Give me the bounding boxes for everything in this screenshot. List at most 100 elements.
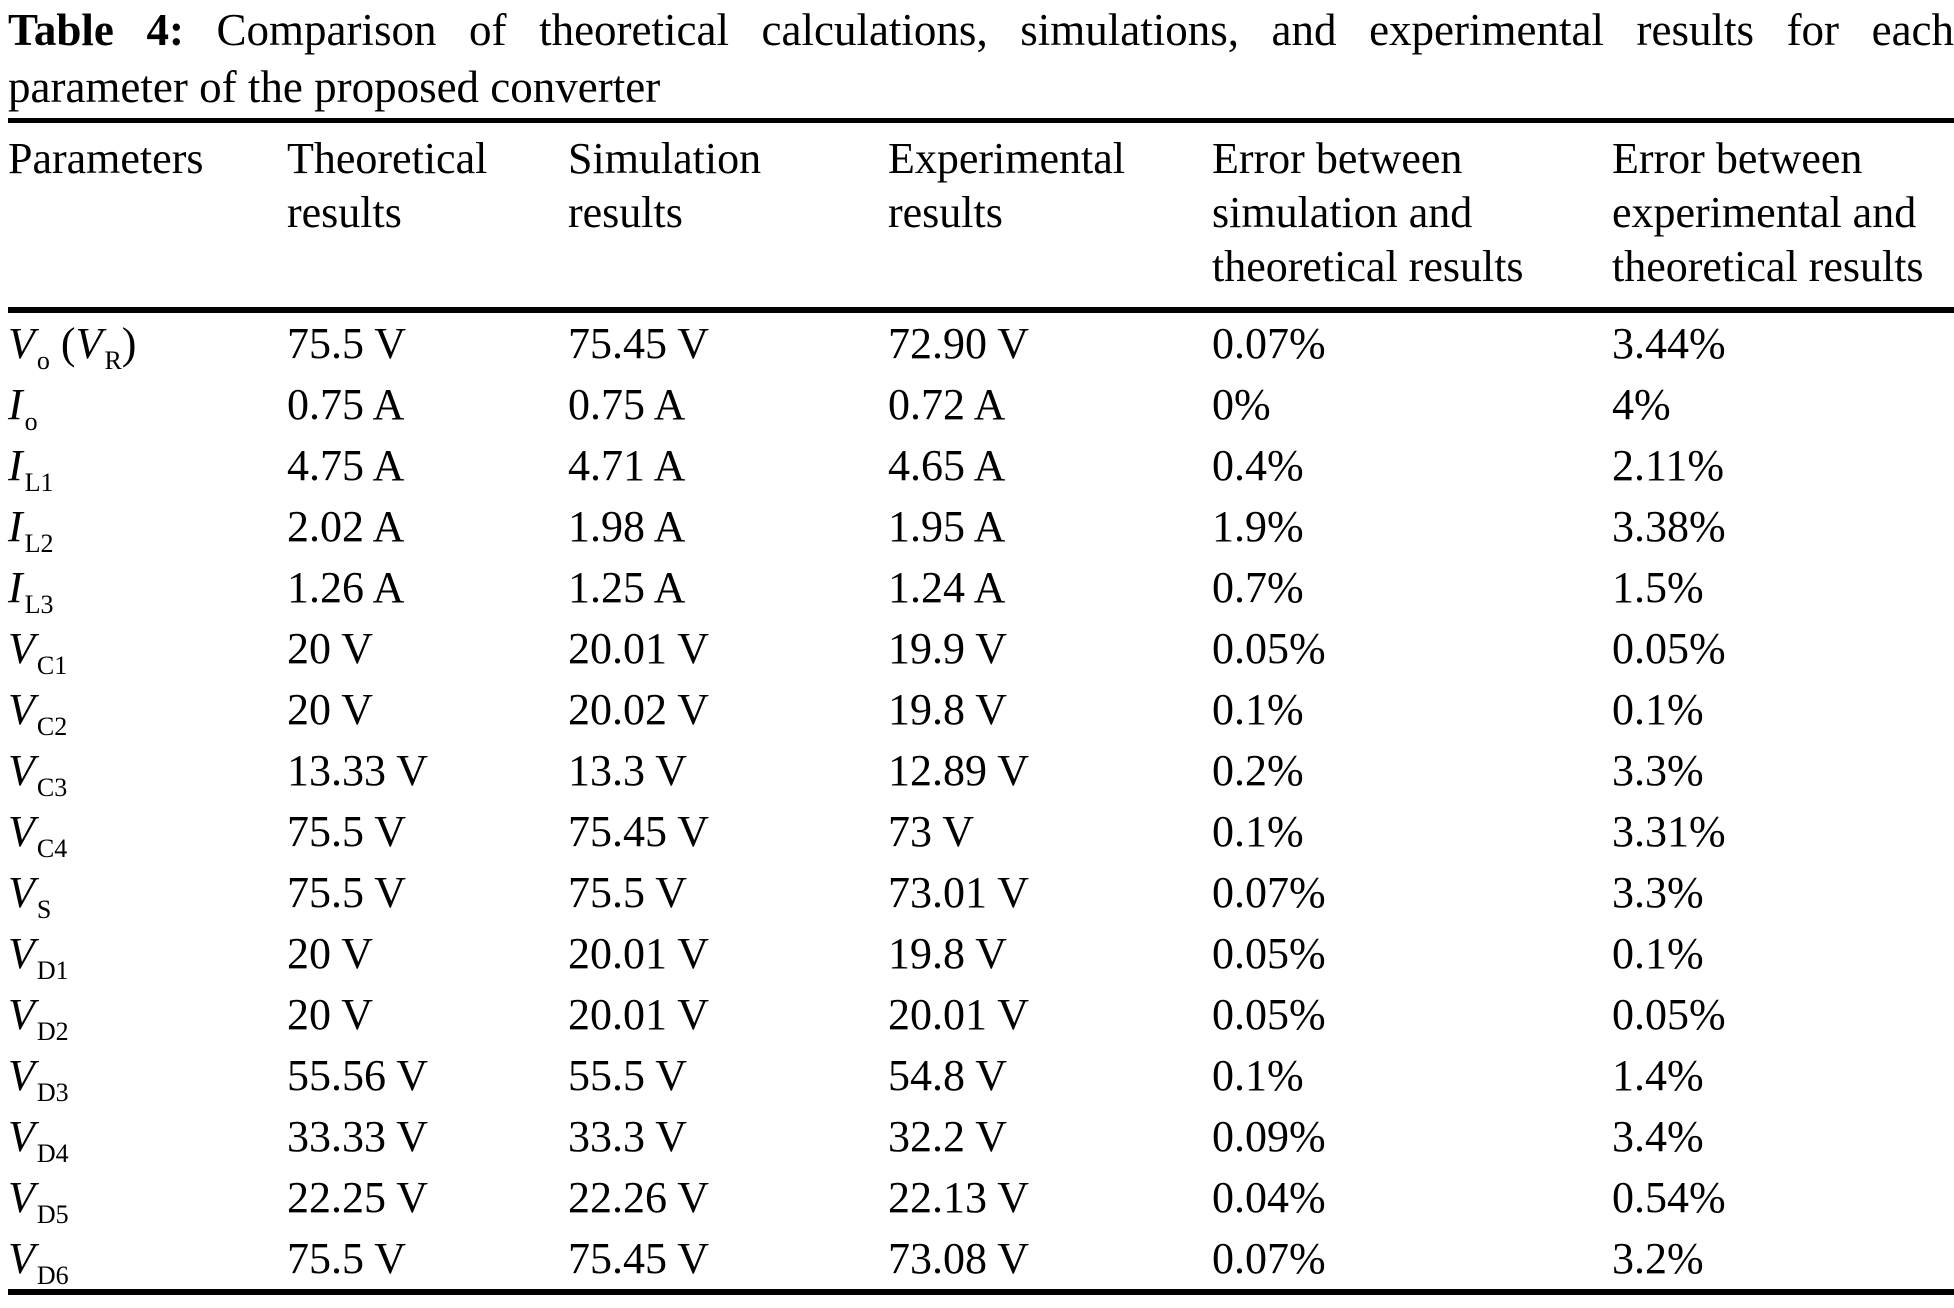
simulation-cell: 20.02 V bbox=[568, 685, 709, 734]
column-header-parameters: Parameters bbox=[8, 120, 287, 313]
param-subscript: C4 bbox=[36, 834, 68, 863]
error-exp-cell: 3.38% bbox=[1612, 502, 1726, 551]
param-symbol: V bbox=[8, 929, 35, 978]
column-header-line: results bbox=[568, 188, 683, 237]
param-symbol: I bbox=[8, 563, 23, 612]
comparison-table: Parameters Theoretical results Simulation re… bbox=[8, 118, 1954, 1295]
table-row: VC4 75.5 V 75.45 V 73 V 0.1% 3.31% bbox=[8, 801, 1954, 862]
param-cell: VD4 bbox=[8, 1106, 287, 1167]
caption-text: Comparison of theoretical calculations, … bbox=[216, 5, 1954, 55]
error-sim-cell: 0.05% bbox=[1212, 929, 1326, 978]
error-exp-cell: 3.3% bbox=[1612, 868, 1704, 917]
param-subscript: R bbox=[104, 346, 122, 375]
param-cell: Vo (VR) bbox=[8, 319, 137, 375]
param-symbol: V bbox=[8, 990, 35, 1039]
error-exp-cell: 0.05% bbox=[1612, 990, 1726, 1039]
param-symbol: V bbox=[8, 1051, 35, 1100]
table-row: VD4 33.33 V 33.3 V 32.2 V 0.09% 3.4% bbox=[8, 1106, 1954, 1167]
experimental-cell: 1.24 A bbox=[888, 563, 1006, 612]
experimental-cell: 54.8 V bbox=[888, 1051, 1007, 1100]
error-exp-cell: 3.44% bbox=[1612, 319, 1726, 368]
param-subscript: o bbox=[24, 407, 38, 436]
experimental-cell: 73 V bbox=[888, 807, 974, 856]
column-header-line: Simulation bbox=[568, 134, 762, 183]
error-exp-cell: 3.31% bbox=[1612, 807, 1726, 856]
error-sim-cell: 0% bbox=[1212, 380, 1271, 429]
param-cell: VC1 bbox=[8, 618, 287, 679]
table-row: IL3 1.26 A 1.25 A 1.24 A 0.7% 1.5% bbox=[8, 557, 1954, 618]
column-header-line: theoretical results bbox=[1212, 242, 1524, 291]
table-row: VD2 20 V 20.01 V 20.01 V 0.05% 0.05% bbox=[8, 984, 1954, 1045]
param-symbol: V bbox=[8, 685, 35, 734]
theoretical-cell: 22.25 V bbox=[287, 1173, 428, 1222]
param-subscript: D5 bbox=[36, 1200, 69, 1229]
error-sim-cell: 0.1% bbox=[1212, 685, 1304, 734]
simulation-cell: 75.45 V bbox=[568, 807, 709, 856]
param-symbol: V bbox=[8, 807, 35, 856]
param-subscript: D4 bbox=[36, 1139, 69, 1168]
error-exp-cell: 0.05% bbox=[1612, 624, 1726, 673]
error-exp-cell: 4% bbox=[1612, 380, 1671, 429]
error-exp-cell: 2.11% bbox=[1612, 441, 1725, 490]
param-cell: VD1 bbox=[8, 923, 287, 984]
experimental-cell: 19.9 V bbox=[888, 624, 1007, 673]
experimental-cell: 20.01 V bbox=[888, 990, 1029, 1039]
column-header-experimental: Experimental results bbox=[888, 120, 1212, 313]
error-sim-cell: 0.09% bbox=[1212, 1112, 1326, 1161]
experimental-cell: 19.8 V bbox=[888, 685, 1007, 734]
table-row: VD6 75.5 V 75.45 V 73.08 V 0.07% 3.2% bbox=[8, 1228, 1954, 1292]
theoretical-cell: 4.75 A bbox=[287, 441, 405, 490]
param-subscript: C3 bbox=[36, 773, 68, 802]
param-cell: VC3 bbox=[8, 740, 287, 801]
simulation-cell: 55.5 V bbox=[568, 1051, 687, 1100]
param-subscript: C1 bbox=[36, 651, 68, 680]
error-sim-cell: 0.7% bbox=[1212, 563, 1304, 612]
error-sim-cell: 0.05% bbox=[1212, 624, 1326, 673]
theoretical-cell: 2.02 A bbox=[287, 502, 405, 551]
theoretical-cell: 0.75 A bbox=[287, 380, 405, 429]
caption-line-1: Table 4: Comparison of theoretical calcu… bbox=[8, 0, 1954, 59]
error-sim-cell: 0.07% bbox=[1212, 319, 1326, 368]
table-caption: Table 4: Comparison of theoretical calcu… bbox=[8, 0, 1954, 116]
error-sim-cell: 0.05% bbox=[1212, 990, 1326, 1039]
param-cell: IL1 bbox=[8, 435, 287, 496]
param-cell: VC4 bbox=[8, 801, 287, 862]
experimental-cell: 73.08 V bbox=[888, 1234, 1029, 1283]
error-sim-cell: 0.2% bbox=[1212, 746, 1304, 795]
table-row: VD3 55.56 V 55.5 V 54.8 V 0.1% 1.4% bbox=[8, 1045, 1954, 1106]
column-header-line: Error between bbox=[1612, 134, 1863, 183]
error-sim-cell: 0.07% bbox=[1212, 1234, 1326, 1283]
param-cell: IL3 bbox=[8, 557, 287, 618]
param-subscript: D1 bbox=[36, 956, 69, 985]
simulation-cell: 75.5 V bbox=[568, 868, 687, 917]
simulation-cell: 20.01 V bbox=[568, 990, 709, 1039]
theoretical-cell: 75.5 V bbox=[287, 1234, 406, 1283]
param-cell: VS bbox=[8, 862, 287, 923]
experimental-cell: 19.8 V bbox=[888, 929, 1007, 978]
column-header-line: results bbox=[287, 188, 402, 237]
param-symbol: V bbox=[8, 319, 35, 368]
param-cell: VD5 bbox=[8, 1167, 287, 1228]
column-header-line: Parameters bbox=[8, 134, 204, 183]
param-symbol: V bbox=[8, 1173, 35, 1222]
error-sim-cell: 0.1% bbox=[1212, 807, 1304, 856]
param-subscript: D6 bbox=[36, 1261, 69, 1290]
column-header-line: experimental and bbox=[1612, 188, 1917, 237]
table-row: VC2 20 V 20.02 V 19.8 V 0.1% 0.1% bbox=[8, 679, 1954, 740]
error-exp-cell: 0.54% bbox=[1612, 1173, 1726, 1222]
table-row: IL2 2.02 A 1.98 A 1.95 A 1.9% 3.38% bbox=[8, 496, 1954, 557]
error-exp-cell: 1.4% bbox=[1612, 1051, 1704, 1100]
theoretical-cell: 55.56 V bbox=[287, 1051, 428, 1100]
table-row: IL1 4.75 A 4.71 A 4.65 A 0.4% 2.11% bbox=[8, 435, 1954, 496]
column-header-line: results bbox=[888, 188, 1003, 237]
header-row: Parameters Theoretical results Simulation re… bbox=[8, 120, 1954, 313]
theoretical-cell: 20 V bbox=[287, 929, 373, 978]
table-row: VD1 20 V 20.01 V 19.8 V 0.05% 0.1% bbox=[8, 923, 1954, 984]
error-exp-cell: 3.4% bbox=[1612, 1112, 1704, 1161]
param-subscript: L2 bbox=[24, 529, 54, 558]
experimental-cell: 22.13 V bbox=[888, 1173, 1029, 1222]
param-subscript: D2 bbox=[36, 1017, 69, 1046]
experimental-cell: 72.90 V bbox=[888, 319, 1029, 368]
param-symbol: V bbox=[8, 1234, 35, 1283]
